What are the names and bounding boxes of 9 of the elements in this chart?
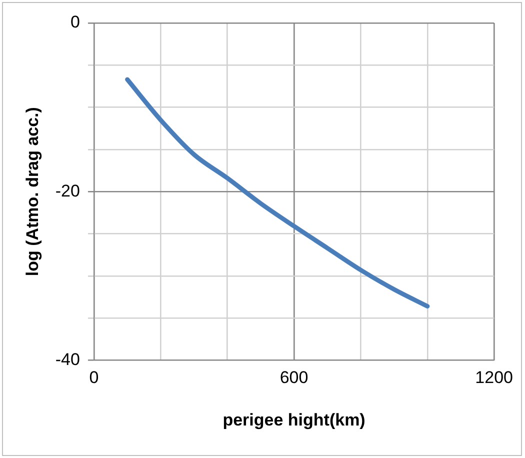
y-tick-label: -40 [55,350,80,369]
x-axis-title: perigee hight(km) [222,410,366,430]
x-tick-label: 0 [89,368,99,388]
y-axis-title: log (Atmo. drag acc.) [22,107,42,276]
y-tick-label: -20 [55,181,80,200]
x-tick-label: 600 [280,368,308,388]
x-tick-label: 1200 [475,368,514,388]
line-series [125,77,430,308]
y-tick-label: 0 [70,12,80,32]
